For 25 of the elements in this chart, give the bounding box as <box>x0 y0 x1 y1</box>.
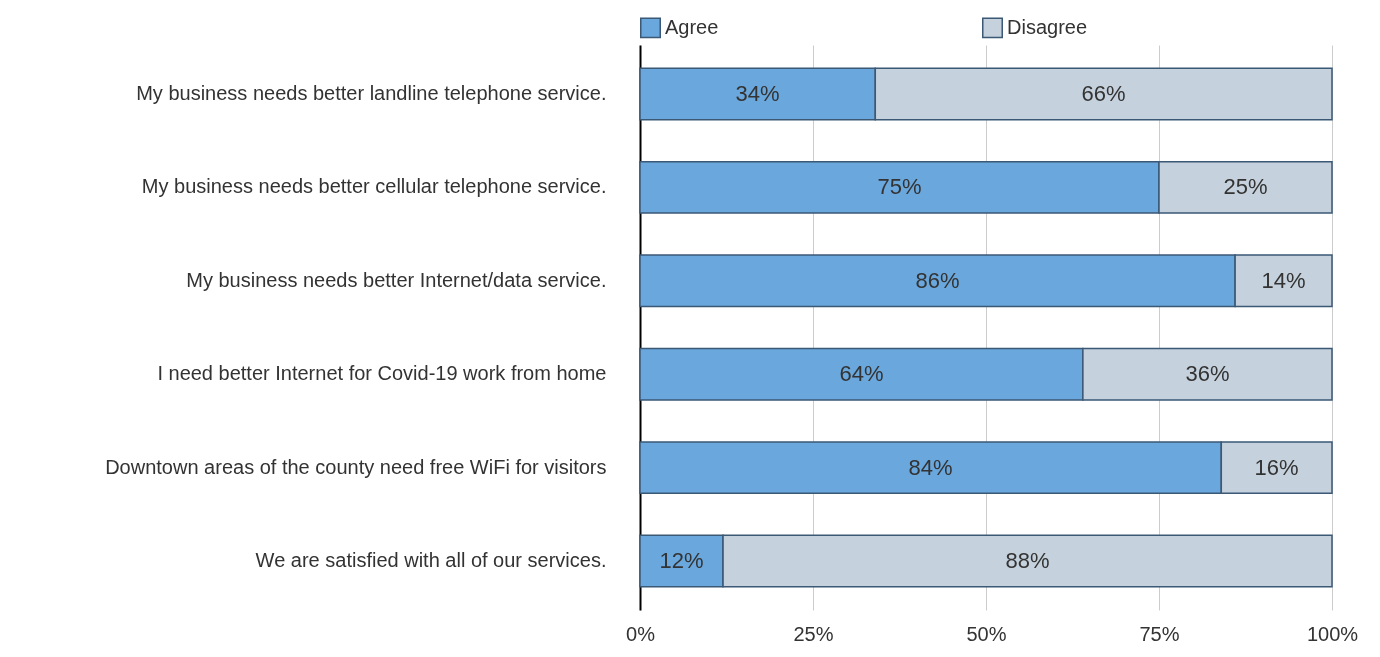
legend-label: Disagree <box>1007 15 1088 38</box>
data-label: 16% <box>1254 454 1299 480</box>
x-tick-label: 0% <box>626 622 656 645</box>
data-label: 64% <box>839 361 884 387</box>
legend-label: Agree <box>665 15 719 38</box>
y-tick-label: Downtown areas of the county need free WiFi for visitors <box>105 455 607 478</box>
y-tick-label: My business needs better landline telephone service. <box>136 82 607 105</box>
y-tick-label: My business needs better Internet/data service. <box>186 268 607 291</box>
data-label: 12% <box>659 547 704 573</box>
y-tick-label: We are satisfied with all of our services. <box>255 548 607 571</box>
data-label: 14% <box>1261 267 1306 293</box>
y-tick-label: I need better Internet for Covid-19 work from home <box>157 362 607 385</box>
x-tick-label: 100% <box>1306 622 1359 645</box>
y-tick-label: My business needs better cellular telephone service. <box>141 175 607 198</box>
data-label: 34% <box>735 81 780 107</box>
data-label: 66% <box>1081 81 1126 107</box>
x-tick-label: 75% <box>1139 622 1180 645</box>
data-label: 36% <box>1185 361 1230 387</box>
x-tick-label: 50% <box>966 622 1007 645</box>
data-label: 84% <box>908 454 953 480</box>
data-label: 25% <box>1223 174 1268 200</box>
data-label: 86% <box>915 267 960 293</box>
data-label: 75% <box>877 174 922 200</box>
x-tick-label: 25% <box>793 622 834 645</box>
data-label: 88% <box>1005 547 1050 573</box>
